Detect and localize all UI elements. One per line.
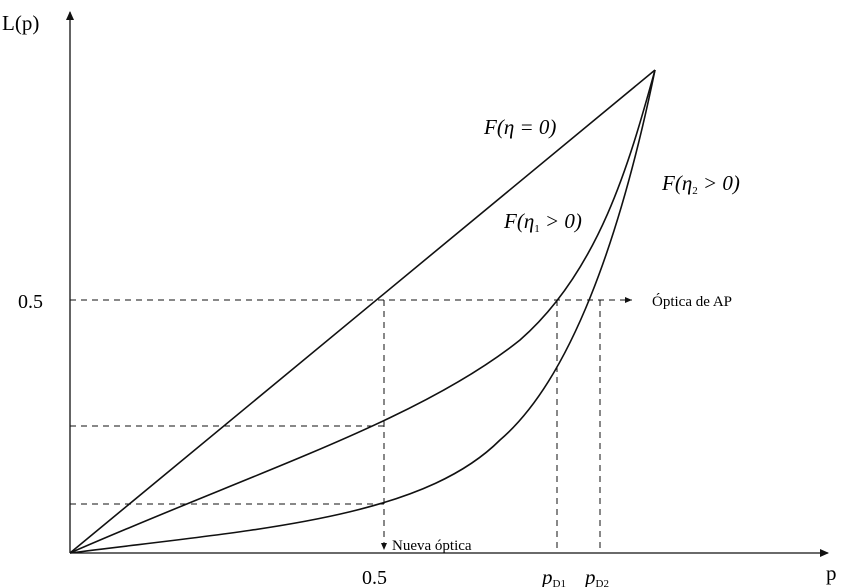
- x-tick-label-0-5: 0.5: [362, 567, 387, 587]
- ap-optic-label: Óptica de AP: [652, 293, 732, 310]
- label-eta2: F(η2 > 0): [661, 171, 740, 197]
- pd1-label: pD1: [540, 565, 566, 587]
- y-axis-label: L(p): [2, 11, 39, 35]
- y-tick-label-0-5: 0.5: [18, 291, 43, 313]
- x-axis-label: p: [826, 561, 837, 585]
- new-optic-label: Nueva óptica: [392, 538, 472, 554]
- lorenz-curve-eta1: [69, 69, 656, 554]
- label-eta1: F(η1 > 0): [503, 209, 582, 235]
- label-equality: F(η = 0): [483, 115, 556, 139]
- equality-line: [69, 69, 656, 554]
- pd2-label: pD2: [583, 565, 609, 587]
- lorenz-curve-eta2: [69, 69, 656, 554]
